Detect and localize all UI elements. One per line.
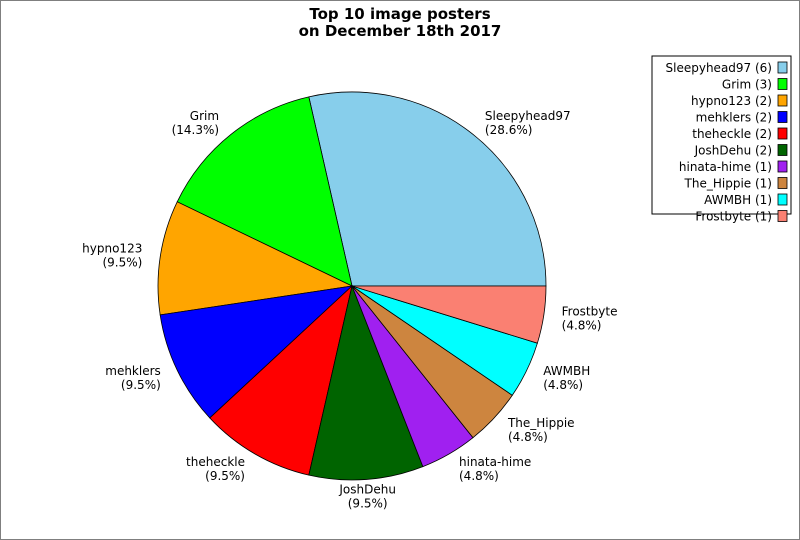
legend-label-the-hippie: The_Hippie (1) [684, 177, 772, 191]
slice-label-sleepyhead97: Sleepyhead97 [485, 109, 571, 123]
slice-label-frostbyte: Frostbyte [562, 304, 618, 318]
slice-percent-awmbh: (4.8%) [543, 378, 583, 392]
slice-percent-theheckle: (9.5%) [205, 469, 245, 483]
slice-label-mehklers: mehklers [105, 364, 161, 378]
chart-title-line-1: Top 10 image posters [309, 5, 490, 23]
pie-slice-mehklers [159, 285, 354, 419]
slice-percent-grim: (14.3%) [172, 123, 219, 137]
slice-percent-mehklers: (9.5%) [121, 378, 161, 392]
legend-label-hinata-hime: hinata-hime (1) [679, 160, 772, 174]
legend-swatch-the-hippie [777, 177, 788, 189]
slice-label-the-hippie: The_Hippie [507, 416, 575, 430]
slice-label-theheckle: theheckle [186, 455, 245, 469]
slice-percent-joshdehu: (9.5%) [348, 496, 388, 510]
chart-title-line-2: on December 18th 2017 [299, 22, 502, 40]
legend-label-mehklers: mehklers (2) [696, 111, 772, 125]
pie-slice-theheckle [209, 284, 353, 476]
legend-label-sleepyhead97: Sleepyhead97 (6) [666, 61, 772, 75]
legend-label-joshdehu: JoshDehu (2) [694, 144, 772, 158]
pie-slice-hypno123 [157, 201, 354, 316]
slice-percent-the-hippie: (4.8%) [508, 430, 548, 444]
slice-label-awmbh: AWMBH [543, 364, 590, 378]
legend-swatch-grim [777, 78, 788, 90]
legend-swatch-hinata-hime [777, 160, 788, 173]
legend-label-hypno123: hypno123 (2) [691, 94, 772, 108]
legend-swatch-hypno123 [777, 94, 788, 107]
legend-box [651, 55, 792, 215]
slice-label-grim: Grim [190, 109, 219, 123]
slice-percent-frostbyte: (4.8%) [562, 318, 602, 332]
slice-label-hypno123: hypno123 [82, 242, 142, 256]
pie-slice-frostbyte [351, 285, 547, 344]
legend: Sleepyhead97 (6) Grim (3) hypno123 (2) mehk… [651, 55, 792, 224]
legend-swatch-mehklers [777, 111, 788, 123]
slice-label-joshdehu: JoshDehu [338, 482, 396, 496]
pie-labels: Sleepyhead97(28.6%)Grim(14.3%)hypno123(9… [82, 109, 617, 511]
legend-swatch-joshdehu [777, 144, 788, 156]
pie-slices [157, 91, 547, 481]
legend-swatch-theheckle [777, 127, 788, 140]
legend-label-frostbyte: Frostbyte (1) [695, 210, 772, 224]
slice-percent-hinata-hime: (4.8%) [459, 469, 499, 483]
slice-percent-sleepyhead97: (28.6%) [485, 123, 532, 137]
legend-swatch-sleepyhead97 [777, 61, 788, 74]
slice-percent-hypno123: (9.5%) [102, 256, 142, 270]
slice-label-hinata-hime: hinata-hime [459, 455, 531, 469]
pie-slice-sleepyhead97 [308, 91, 547, 287]
legend-label-theheckle: theheckle (2) [692, 127, 772, 141]
legend-swatch-frostbyte [777, 210, 788, 222]
legend-swatch-awmbh [777, 193, 788, 206]
legend-label-grim: Grim (3) [722, 78, 772, 92]
pie-slice-grim [176, 96, 353, 287]
legend-label-awmbh: AWMBH (1) [704, 193, 772, 207]
pie-slice-joshdehu [308, 284, 424, 481]
